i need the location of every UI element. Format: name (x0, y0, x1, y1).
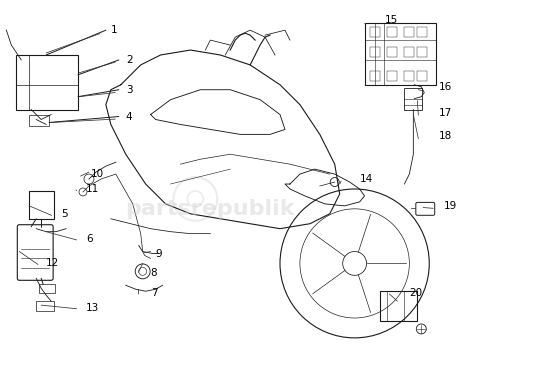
Text: 9: 9 (156, 248, 162, 258)
Text: 12: 12 (46, 258, 59, 269)
Text: partsrepublik: partsrepublik (125, 199, 295, 219)
Text: 7: 7 (151, 288, 157, 298)
Text: 17: 17 (439, 108, 452, 117)
Text: 14: 14 (360, 174, 373, 184)
Text: 16: 16 (439, 82, 452, 92)
Text: 18: 18 (439, 131, 452, 141)
Text: 6: 6 (86, 234, 92, 243)
Text: 1: 1 (111, 25, 118, 35)
Text: 8: 8 (151, 269, 157, 278)
Text: 13: 13 (86, 303, 99, 313)
Text: 11: 11 (86, 184, 99, 194)
Text: 5: 5 (61, 209, 68, 219)
Text: 10: 10 (91, 169, 104, 179)
Text: 4: 4 (126, 111, 132, 122)
Text: 3: 3 (126, 85, 132, 95)
Text: 20: 20 (409, 288, 422, 298)
Text: 19: 19 (444, 201, 458, 211)
Text: 2: 2 (126, 55, 132, 65)
Text: 15: 15 (385, 15, 398, 25)
